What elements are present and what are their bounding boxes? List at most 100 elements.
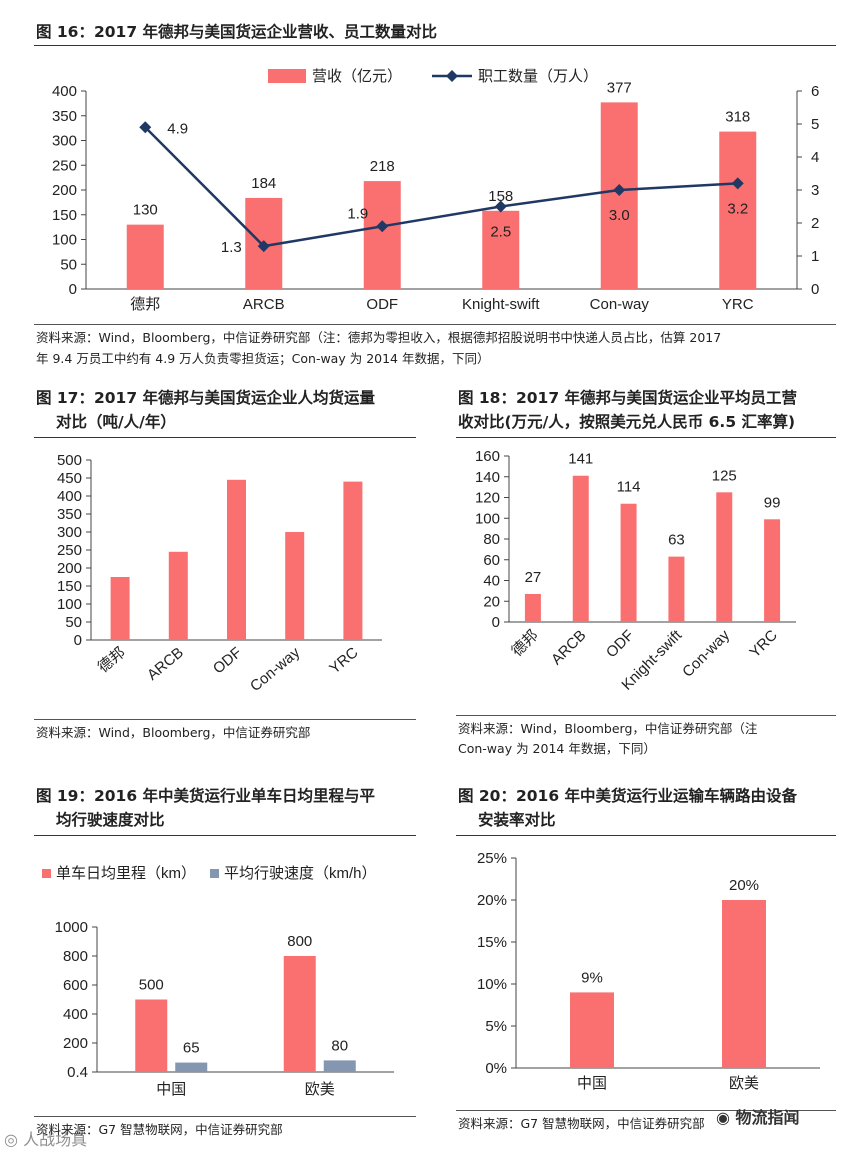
fig16-right-y-tick-label: 0 — [811, 281, 819, 298]
fig16-bar-label: 218 — [370, 158, 395, 175]
fig20-y-tick-label: 5% — [485, 1018, 507, 1035]
fig16-line-marker — [139, 121, 152, 134]
fig19-bar-label: 65 — [183, 1040, 200, 1057]
fig20-y-tick-label: 15% — [477, 934, 507, 951]
fig19-y-tick-label: 1000 — [55, 919, 88, 936]
fig17-y-tick-label: 200 — [57, 560, 82, 577]
fig19-bar — [323, 1060, 356, 1072]
fig19-y-tick-label: 600 — [63, 977, 88, 994]
fig18-y-tick-label: 80 — [483, 531, 500, 548]
fig17-source: 资料来源：Wind，Bloomberg，中信证券研究部 — [36, 725, 311, 740]
fig18-bar — [668, 556, 685, 622]
fig18-bar-label: 99 — [764, 494, 781, 511]
fig20-bar-label: 9% — [581, 969, 603, 986]
fig18-source-line1: 资料来源：Wind，Bloomberg，中信证券研究部（注 — [458, 721, 758, 736]
fig19-y-tick-label: 0.4 — [67, 1064, 88, 1081]
fig16-line-marker — [494, 200, 507, 213]
fig19-chart: 0.4 200 400 600 800 1000 500 65 中国 800 80 欧美 单车日均里程（… — [42, 865, 394, 1098]
fig16-bar — [126, 224, 164, 289]
fig16-left-y-tick-label: 350 — [52, 108, 77, 125]
fig17-title-line1: 图 17：2017 年德邦与美国货运企业人均货运量 — [36, 389, 376, 407]
fig18-title-line1: 图 18：2017 年德邦与美国货运企业平均员工营 — [458, 389, 798, 407]
fig16-right-y-tick-label: 6 — [811, 83, 819, 100]
fig19-bar-label: 800 — [287, 933, 312, 950]
fig17-title-rule — [34, 437, 416, 438]
fig18-y-tick-label: 100 — [475, 510, 500, 527]
fig16-x-tick-label: YRC — [722, 296, 754, 313]
fig19-title-line2: 均行驶速度对比 — [56, 811, 165, 829]
fig19-bar — [135, 999, 168, 1072]
fig17-y-tick-label: 400 — [57, 488, 82, 505]
fig18-y-tick-label: 160 — [475, 448, 500, 465]
fig16-legend-bar-label: 营收（亿元） — [312, 68, 402, 85]
fig20-source: 资料来源：G7 智慧物联网，中信证券研究部 — [458, 1116, 705, 1131]
fig18-bar-label: 114 — [617, 479, 641, 496]
fig16-line-marker — [731, 177, 744, 190]
fig16-bar-label: 130 — [133, 202, 158, 219]
fig16-x-tick-label: Con-way — [590, 296, 650, 313]
fig19-bar-label: 500 — [139, 977, 164, 994]
fig18-y-tick-label: 140 — [475, 469, 500, 486]
fig18-y-tick-label: 20 — [483, 593, 500, 610]
fig18-y-tick-label: 120 — [475, 490, 500, 507]
fig16-legend-bar-swatch — [268, 69, 306, 83]
fig19-y-tick-label: 800 — [63, 948, 88, 965]
fig17-y-tick-label: 350 — [57, 506, 82, 523]
fig18-bar — [620, 503, 637, 622]
fig16-right-y-tick-label: 3 — [811, 182, 819, 199]
fig19-x-tick-label: 欧美 — [305, 1081, 335, 1098]
fig16-right-y-tick-label: 2 — [811, 215, 819, 232]
fig16-line-marker — [257, 240, 270, 253]
watermark-left-icon: ◎ — [4, 1130, 18, 1149]
watermark-left-text: 人战场真 — [23, 1130, 88, 1149]
fig18-x-tick-label: 德邦 — [508, 626, 542, 660]
fig17-bar — [343, 481, 363, 640]
fig18-x-tick-label: ODF — [603, 627, 637, 661]
fig19-y-tick-label: 400 — [63, 1006, 88, 1023]
fig19-legend-label-1: 单车日均里程（km） — [56, 865, 196, 882]
fig17-y-tick-label: 0 — [74, 632, 82, 649]
fig17-bar — [285, 532, 305, 640]
fig19-title-line1: 图 19：2016 年中美货运行业单车日均里程与平 — [36, 787, 376, 805]
fig17-y-tick-label: 50 — [65, 614, 82, 631]
fig16-x-tick-label: Knight-swift — [462, 296, 540, 313]
watermark-right-text: 物流指闻 — [735, 1108, 800, 1127]
fig16-line-label: 1.3 — [221, 239, 242, 256]
fig16-left-y-tick-label: 250 — [52, 157, 77, 174]
fig17-x-tick-label: 德邦 — [94, 643, 129, 676]
fig17-title-line2: 对比（吨/人/年） — [56, 413, 176, 431]
fig20-title-line1: 图 20：2016 年中美货运行业运输车辆路由设备 — [458, 787, 798, 805]
fig19-y-tick-label: 200 — [63, 1035, 88, 1052]
fig18-x-tick-label: YRC — [746, 627, 781, 662]
watermark-right: ◉ 物流指闻 — [716, 1104, 800, 1128]
fig16-x-tick-label: ARCB — [243, 296, 285, 313]
fig19-source: 资料来源：G7 智慧物联网，中信证券研究部 — [36, 1122, 283, 1137]
fig20-chart: 0% 5% 10% 15% 20% 25% 9% 中国 20% 欧美 — [477, 850, 820, 1092]
fig16-bar-label: 318 — [725, 109, 750, 126]
fig20-y-tick-label: 10% — [477, 976, 507, 993]
fig18-bar — [572, 475, 589, 622]
fig16-line-label: 3.2 — [727, 200, 748, 217]
fig16-chart: 0 50 100 150 200 250 300 350 400 0 1 2 3 4 5 6 130 德邦 184 A… — [52, 68, 819, 313]
fig19-legend-label-2: 平均行驶速度（km/h） — [224, 865, 377, 882]
fig17-y-tick-label: 500 — [57, 452, 82, 469]
fig18-chart: 0 20 40 60 80 100 120 140 160 27 德邦 141 ARCB 114 ODF 63… — [475, 448, 796, 694]
fig17-x-tick-label: YRC — [326, 644, 361, 677]
fig19-x-tick-label: 中国 — [156, 1081, 186, 1098]
fig19-legend-swatch-1 — [42, 869, 51, 878]
fig18-source-rule — [456, 715, 836, 716]
fig20-y-tick-label: 25% — [477, 850, 507, 867]
fig17-bar — [168, 551, 188, 640]
fig19-source-rule — [34, 1116, 416, 1117]
fig16-left-y-tick-label: 200 — [52, 182, 77, 199]
fig20-title-rule — [456, 835, 836, 836]
fig18-bar-label: 27 — [525, 569, 542, 586]
fig19-bar — [283, 956, 316, 1072]
fig17-x-tick-label: ODF — [210, 644, 245, 677]
fig20-title-line2: 安装率对比 — [478, 811, 556, 829]
fig16-title-rule — [34, 45, 836, 46]
fig16-bar-label: 184 — [251, 175, 276, 192]
fig17-x-tick-label: Con-way — [247, 644, 304, 695]
fig20-bar-label: 20% — [729, 877, 759, 894]
fig17-y-tick-label: 150 — [57, 578, 82, 595]
